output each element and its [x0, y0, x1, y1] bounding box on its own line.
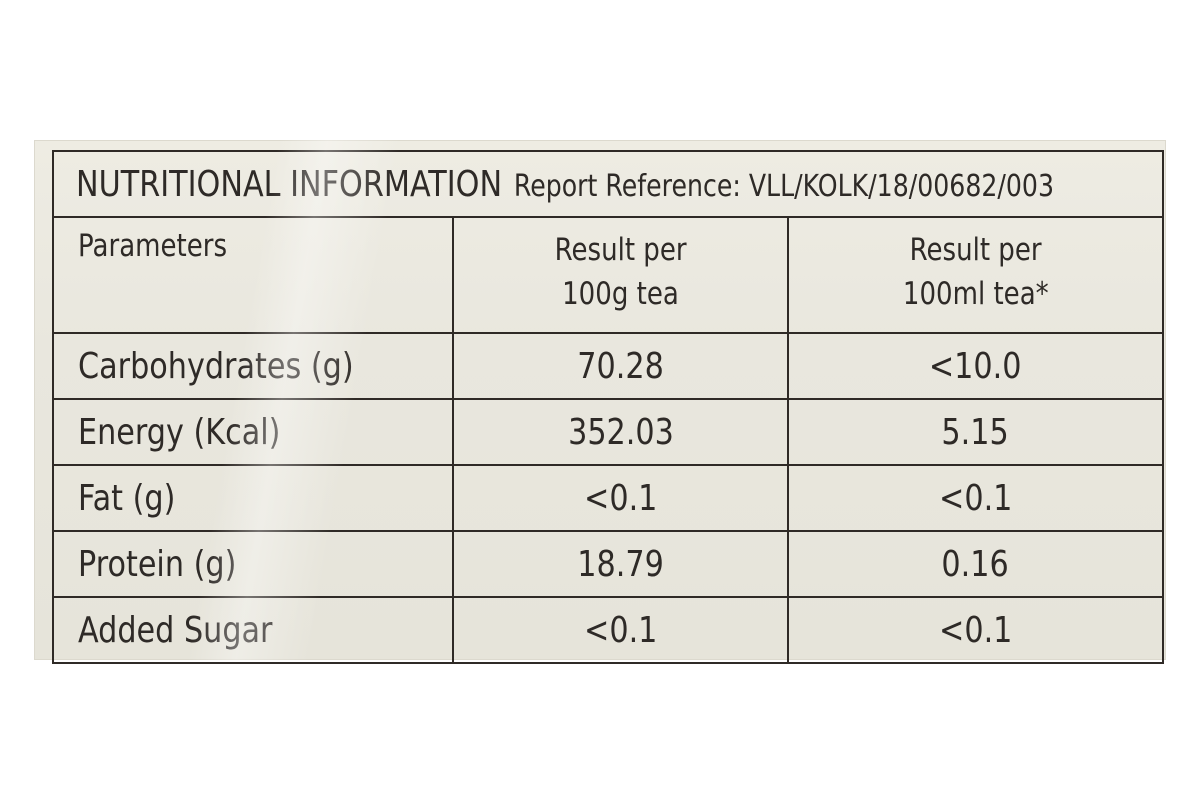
- report-reference: Report Reference: VLL/KOLK/18/00682/003: [513, 168, 1054, 204]
- header-parameters-label: Parameters: [78, 228, 228, 264]
- header-parameters: Parameters: [52, 216, 454, 334]
- header-per-100ml-line2: 100ml tea*: [902, 276, 1049, 312]
- parameter-label: Fat (g): [78, 477, 176, 519]
- row-value-100ml: 0.16: [786, 530, 1165, 598]
- row-parameter: Energy (Kcal): [52, 398, 454, 466]
- header-per-100g: Result per 100g tea: [452, 216, 789, 334]
- title-row: NUTRITIONAL INFORMATION Report Reference:…: [51, 150, 1165, 218]
- row-value-100g: <0.1: [452, 596, 789, 664]
- title-cell: NUTRITIONAL INFORMATION Report Reference:…: [51, 150, 1165, 218]
- row-value-100ml: <0.1: [786, 464, 1165, 532]
- table-row: Fat (g) <0.1 <0.1: [52, 464, 1165, 532]
- row-value-100g: 18.79: [452, 530, 789, 598]
- header-per-100ml: Result per 100ml tea*: [786, 216, 1165, 334]
- value-100ml: <10.0: [929, 345, 1022, 387]
- table-row: Protein (g) 18.79 0.16: [52, 530, 1165, 598]
- parameter-label: Energy (Kcal): [78, 411, 281, 453]
- row-value-100ml: <0.1: [786, 596, 1165, 664]
- row-value-100g: <0.1: [452, 464, 789, 532]
- value-100g: 352.03: [567, 411, 674, 453]
- table-row: Energy (Kcal) 352.03 5.15: [52, 398, 1165, 466]
- value-100ml: <0.1: [938, 609, 1013, 651]
- header-per-100ml-line1: Result per: [909, 232, 1042, 268]
- row-value-100ml: 5.15: [786, 398, 1165, 466]
- value-100g: 70.28: [577, 345, 664, 387]
- header-row: Parameters Result per 100g tea Result pe…: [52, 216, 1165, 334]
- row-parameter: Carbohydrates (g): [52, 332, 454, 400]
- row-parameter: Protein (g): [52, 530, 454, 598]
- value-100g: 18.79: [577, 543, 664, 585]
- parameter-label: Carbohydrates (g): [78, 345, 354, 387]
- row-parameter: Fat (g): [52, 464, 454, 532]
- row-parameter: Added Sugar: [52, 596, 454, 664]
- header-per-100g-line2: 100g tea: [562, 276, 679, 312]
- value-100ml: 0.16: [941, 543, 1010, 585]
- value-100g: <0.1: [583, 477, 658, 519]
- nutrition-table: NUTRITIONAL INFORMATION Report Reference:…: [51, 150, 1165, 664]
- row-value-100g: 70.28: [452, 332, 789, 400]
- value-100ml: <0.1: [938, 477, 1013, 519]
- panel-title: NUTRITIONAL INFORMATION: [76, 163, 503, 205]
- header-per-100g-line1: Result per: [554, 232, 687, 268]
- table-row: Added Sugar <0.1 <0.1: [52, 596, 1165, 664]
- parameter-label: Added Sugar: [78, 609, 273, 651]
- row-value-100ml: <10.0: [786, 332, 1165, 400]
- value-100ml: 5.15: [941, 411, 1010, 453]
- value-100g: <0.1: [583, 609, 658, 651]
- row-value-100g: 352.03: [452, 398, 789, 466]
- table-row: Carbohydrates (g) 70.28 <10.0: [52, 332, 1165, 400]
- parameter-label: Protein (g): [78, 543, 237, 585]
